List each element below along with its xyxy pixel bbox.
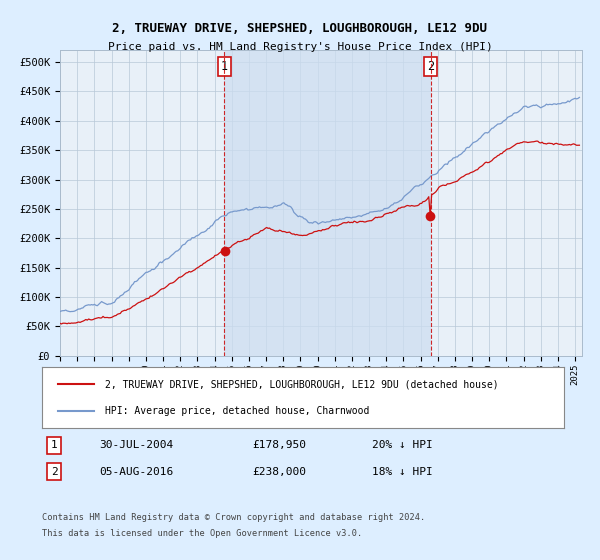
- Text: 18% ↓ HPI: 18% ↓ HPI: [372, 466, 433, 477]
- Text: Price paid vs. HM Land Registry's House Price Index (HPI): Price paid vs. HM Land Registry's House …: [107, 42, 493, 52]
- Text: 2: 2: [50, 466, 58, 477]
- Text: 2, TRUEWAY DRIVE, SHEPSHED, LOUGHBOROUGH, LE12 9DU: 2, TRUEWAY DRIVE, SHEPSHED, LOUGHBOROUGH…: [113, 22, 487, 35]
- Text: £178,950: £178,950: [252, 440, 306, 450]
- Text: HPI: Average price, detached house, Charnwood: HPI: Average price, detached house, Char…: [104, 406, 369, 416]
- Text: £238,000: £238,000: [252, 466, 306, 477]
- Text: 30-JUL-2004: 30-JUL-2004: [99, 440, 173, 450]
- Text: This data is licensed under the Open Government Licence v3.0.: This data is licensed under the Open Gov…: [42, 530, 362, 539]
- Text: 05-AUG-2016: 05-AUG-2016: [99, 466, 173, 477]
- Text: 2: 2: [427, 60, 434, 73]
- Text: 2, TRUEWAY DRIVE, SHEPSHED, LOUGHBOROUGH, LE12 9DU (detached house): 2, TRUEWAY DRIVE, SHEPSHED, LOUGHBOROUGH…: [104, 379, 498, 389]
- Text: 1: 1: [50, 440, 58, 450]
- Bar: [224, 50, 431, 356]
- Text: 20% ↓ HPI: 20% ↓ HPI: [372, 440, 433, 450]
- Text: 1: 1: [221, 60, 228, 73]
- Text: Contains HM Land Registry data © Crown copyright and database right 2024.: Contains HM Land Registry data © Crown c…: [42, 513, 425, 522]
